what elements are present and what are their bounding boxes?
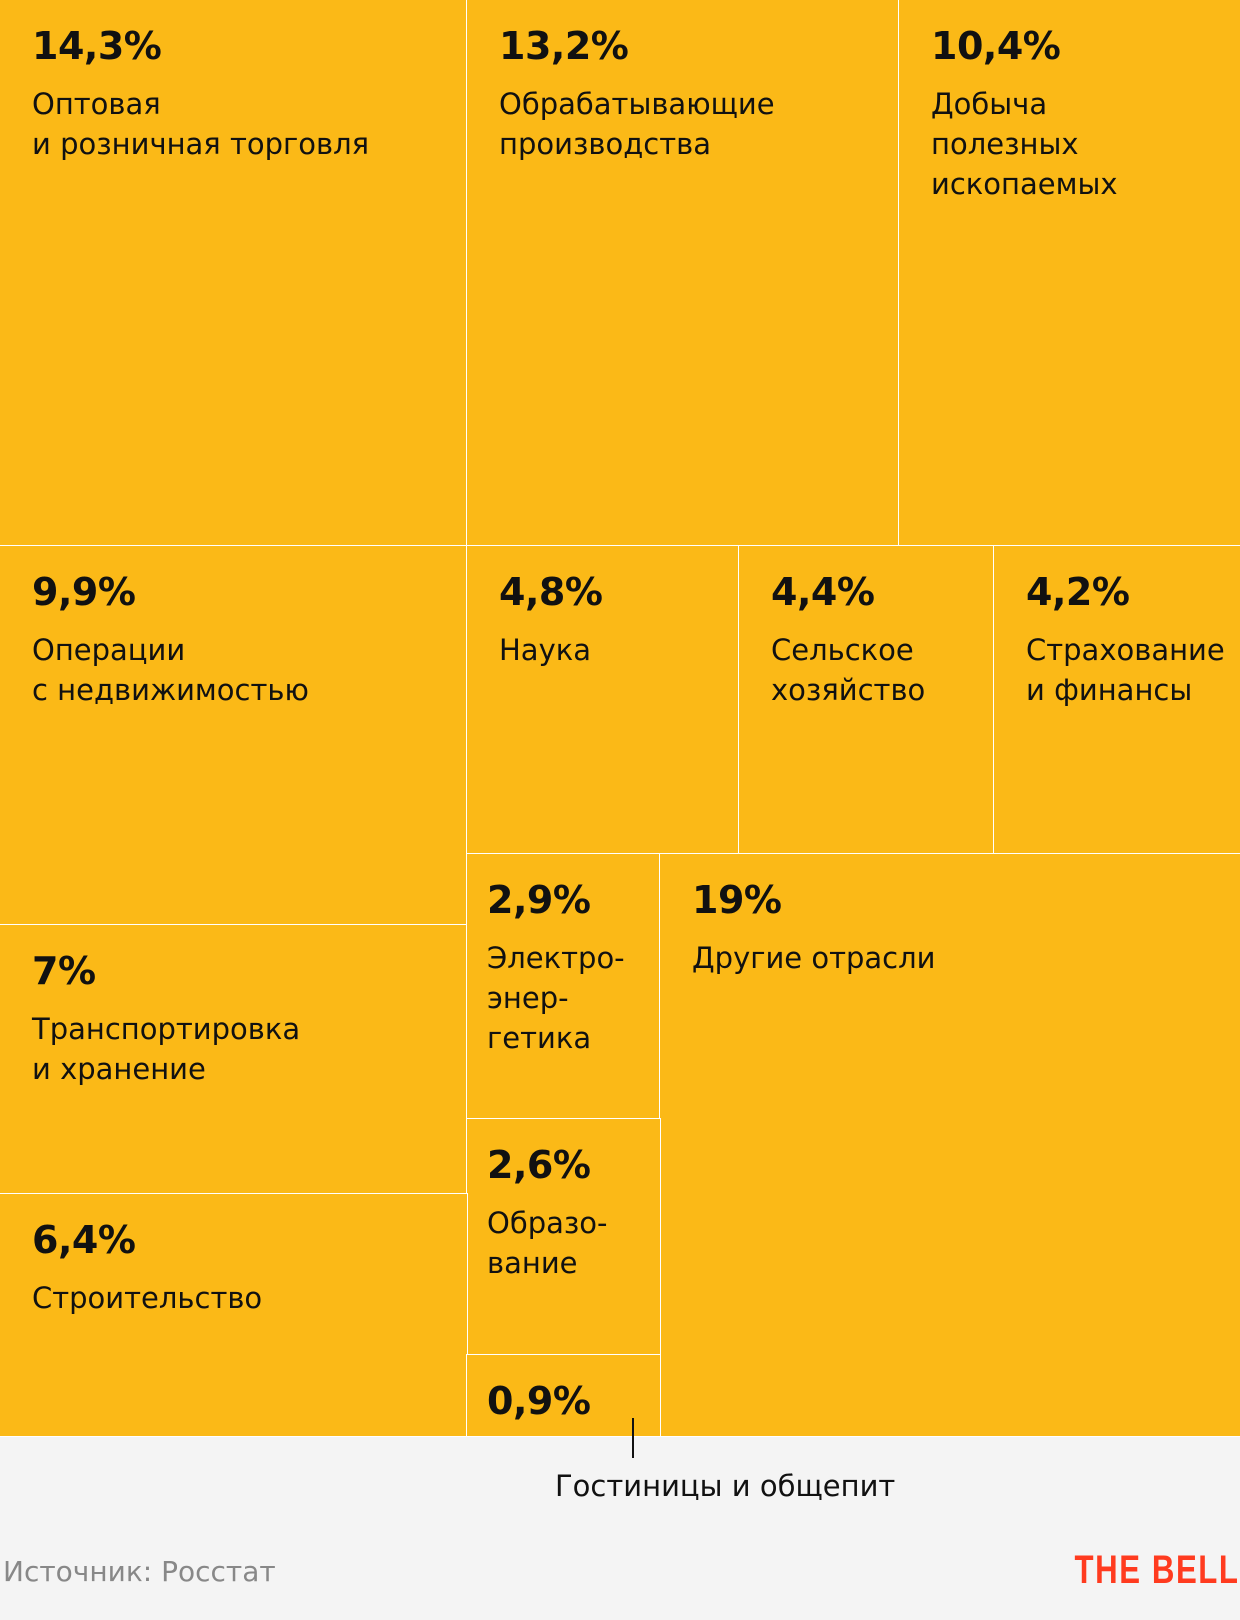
treemap-cell: 10,4% Добыча полезных ископаемых [898,0,1240,547]
logo: THE BELL [1074,1548,1240,1592]
cell-value-label: 2,9% [487,878,591,922]
cell-category-label: Добыча полезных ископаемых [931,87,1118,201]
treemap-cell: 13,2% Обрабатывающие производства [466,0,900,547]
treemap-cell: 2,6% Образо- вание [466,1118,661,1356]
cell-category-label: Операции с недвижимостью [32,633,309,707]
cell-value-label: 19% [692,878,782,922]
source-note: Источник: Росстат [3,1555,276,1588]
cell-category-label: Электро- энер- гетика [487,941,625,1055]
treemap-cell: 14,3% Оптовая и розничная торговля [0,0,468,547]
treemap-cell: 7% Транспортировка и хранение [0,924,468,1195]
treemap-cell: 4,8% Наука [466,545,740,855]
cell-value-label: 4,8% [499,570,603,614]
treemap-cell: 4,2% Страхование и финансы [993,545,1240,855]
cell-value-label: 2,6% [487,1143,591,1187]
treemap-cell: 19% Другие отрасли [659,853,1240,1437]
treemap-cell: 6,4% Строительство [0,1193,468,1437]
cell-category-label: Сельское хозяйство [771,633,926,707]
cell-category-label: Другие отрасли [692,941,936,975]
cell-value-label: 4,4% [771,570,875,614]
cell-category-label: Образо- вание [487,1206,608,1280]
treemap-cell: 4,4% Сельское хозяйство [738,545,995,855]
cell-category-label: Оптовая и розничная торговля [32,87,370,161]
cell-value-label: 0,9% [487,1379,591,1423]
treemap-cell: 2,9% Электро- энер- гетика [466,853,661,1120]
cell-category-label: Наука [499,633,592,667]
cell-category-label: Строительство [32,1281,263,1315]
cell-value-label: 14,3% [32,24,162,68]
cell-value-label: 6,4% [32,1218,136,1262]
treemap-cell: 9,9% Операции с недвижимостью [0,545,468,926]
cell-category-label: Транспортировка и хранение [32,1012,301,1086]
cell-value-label: 10,4% [931,24,1061,68]
cell-value-label: 7% [32,949,96,993]
cell-value-label: 13,2% [499,24,629,68]
treemap-cell: 0,9% [466,1354,661,1437]
cell-value-label: 4,2% [1026,570,1130,614]
callout-label-hotels: Гостиницы и общепит [555,1469,896,1503]
cell-category-label: Страхование и финансы [1026,633,1225,707]
callout-line [632,1418,634,1458]
cell-value-label: 9,9% [32,570,136,614]
cell-category-label: Обрабатывающие производства [499,87,775,161]
